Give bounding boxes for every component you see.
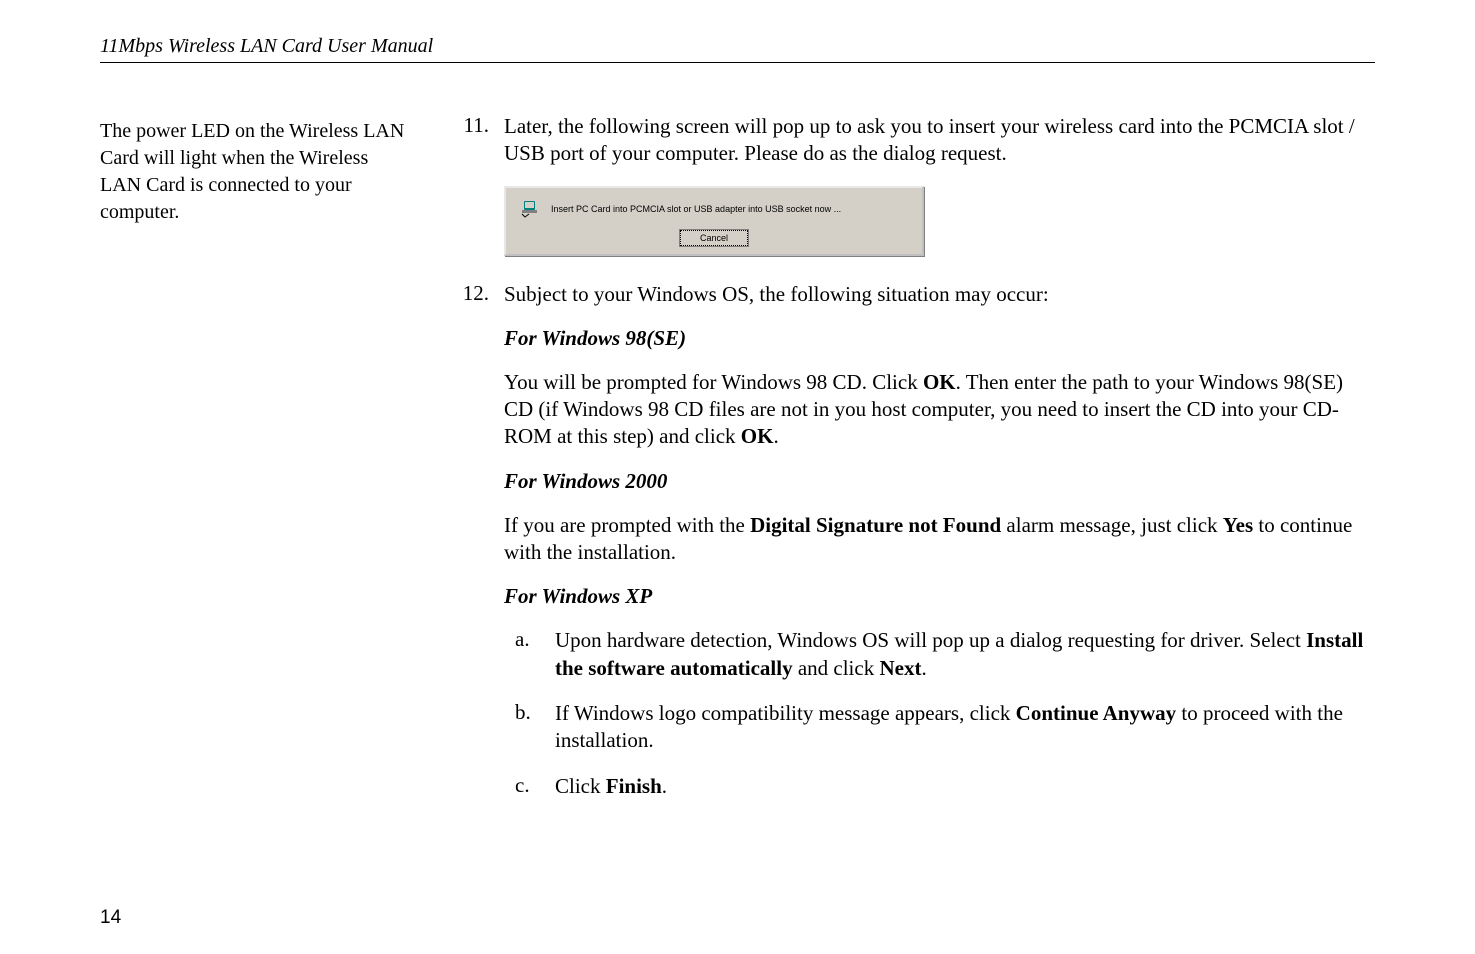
step-number: 12. [450,281,504,308]
win98-heading: For Windows 98(SE) [504,326,1375,351]
text: If Windows logo compatibility message ap… [555,701,1016,725]
item-b: b. If Windows logo compatibility message… [515,700,1375,755]
ok-label: OK [741,424,774,448]
page-number: 14 [100,907,121,929]
bold-text: Digital Signature not Found [750,513,1001,537]
step-body: Subject to your Windows OS, the followin… [504,281,1375,308]
bold-text: Finish [606,774,662,798]
dialog-top-row: Insert PC Card into PCMCIA slot or USB a… [521,200,907,218]
text: You will be prompted for Windows 98 CD. … [504,370,923,394]
text: Upon hardware detection, Windows OS will… [555,628,1306,652]
step-11: 11. Later, the following screen will pop… [450,113,1375,168]
main-content: 11. Later, the following screen will pop… [450,113,1375,818]
document-header: 11Mbps Wireless LAN Card User Manual [100,35,1375,63]
bold-text: Yes [1223,513,1253,537]
lettered-list: a. Upon hardware detection, Windows OS w… [515,627,1375,799]
item-body: Upon hardware detection, Windows OS will… [555,627,1375,682]
letter: b. [515,700,555,755]
text: . [921,656,926,680]
item-body: Click Finish. [555,773,1375,800]
win2000-paragraph: If you are prompted with the Digital Sig… [504,512,1375,567]
ok-label: OK [923,370,956,394]
item-body: If Windows logo compatibility message ap… [555,700,1375,755]
info-icon [521,200,539,218]
text: and click [793,656,880,680]
bold-text: Continue Anyway [1016,701,1176,725]
text: Click [555,774,606,798]
sidebar-text: The power LED on the Wireless LAN Card w… [100,118,405,226]
content-wrapper: The power LED on the Wireless LAN Card w… [100,113,1375,818]
dialog-inner: Insert PC Card into PCMCIA slot or USB a… [506,188,922,254]
letter: a. [515,627,555,682]
text: . [662,774,667,798]
text: If you are prompted with the [504,513,750,537]
item-c: c. Click Finish. [515,773,1375,800]
bold-text: Next [879,656,921,680]
step-body: Later, the following screen will pop up … [504,113,1375,168]
dialog-screenshot: Insert PC Card into PCMCIA slot or USB a… [504,186,924,256]
win2000-heading: For Windows 2000 [504,469,1375,494]
step-number: 11. [450,113,504,168]
text: . [773,424,778,448]
text: alarm message, just click [1001,513,1223,537]
cancel-button: Cancel [680,230,748,246]
dialog-message: Insert PC Card into PCMCIA slot or USB a… [551,204,841,214]
header-title: 11Mbps Wireless LAN Card User Manual [100,35,1375,58]
winxp-heading: For Windows XP [504,584,1375,609]
win98-paragraph: You will be prompted for Windows 98 CD. … [504,369,1375,451]
letter: c. [515,773,555,800]
sidebar-note: The power LED on the Wireless LAN Card w… [100,113,405,818]
item-a: a. Upon hardware detection, Windows OS w… [515,627,1375,682]
step-12: 12. Subject to your Windows OS, the foll… [450,281,1375,308]
